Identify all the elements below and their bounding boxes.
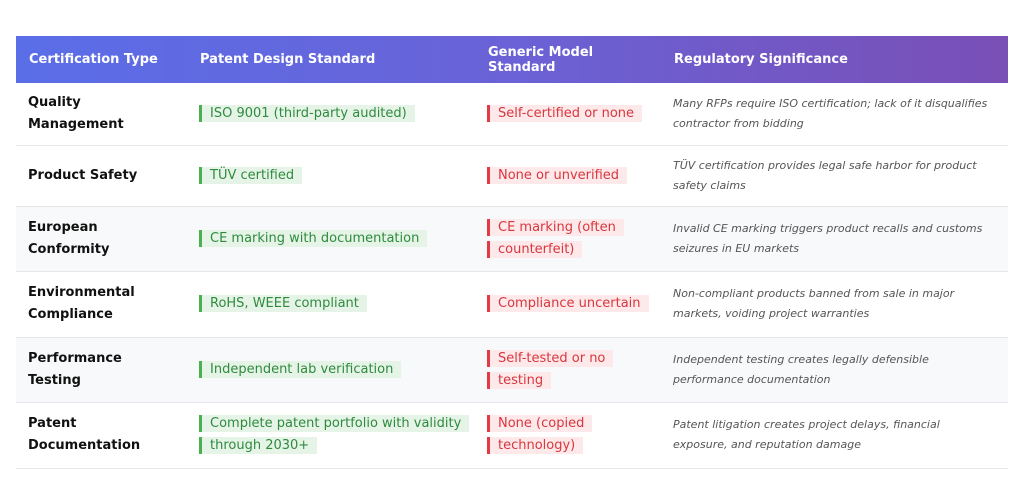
compliant-badge: Independent lab verification bbox=[199, 360, 402, 378]
table-cell: Many RFPs require ISO certification; lac… bbox=[661, 83, 1008, 146]
table-cell: Self-tested or no testing bbox=[475, 337, 661, 403]
risk-badge: Self-certified or none bbox=[487, 104, 643, 122]
risk-badge: Self-tested or no testing bbox=[487, 349, 614, 389]
table-cell: CE marking with documentation bbox=[187, 206, 475, 272]
table-row: Performance Testing Independent lab verif… bbox=[16, 337, 1008, 403]
table-cell: Compliance uncertain bbox=[475, 271, 661, 338]
risk-badge: None or unverified bbox=[487, 166, 628, 184]
compliant-badge: ISO 9001 (third-party audited) bbox=[199, 104, 415, 122]
table-cell: CE marking (often counterfeit) bbox=[475, 206, 661, 272]
table-row: Environmental Compliance RoHS, WEEE compl… bbox=[16, 271, 1008, 338]
table-cell: Patent Documentation bbox=[16, 402, 187, 469]
table-cell: Non-compliant products banned from sale … bbox=[661, 271, 1008, 338]
table-cell: Environmental Compliance bbox=[16, 271, 187, 338]
header-row: Certification Type Patent Design Standard… bbox=[16, 36, 1008, 83]
table-cell: ISO 9001 (third-party audited) bbox=[187, 83, 475, 146]
column-header: Generic Model Standard bbox=[488, 44, 594, 75]
compliant-badge: CE marking with documentation bbox=[199, 229, 428, 247]
table-cell: None or unverified bbox=[475, 145, 661, 207]
risk-badge: None (copied technology) bbox=[487, 415, 593, 454]
table-cell: Independent testing creates legally defe… bbox=[661, 337, 1008, 403]
table-row: European Conformity CE marking with docum… bbox=[16, 206, 1008, 272]
column-header: Patent Design Standard bbox=[200, 52, 376, 67]
table-cell: None (copied technology) bbox=[475, 402, 661, 469]
table-row: Quality Management ISO 9001 (third-party … bbox=[16, 83, 1008, 146]
risk-badge: Compliance uncertain bbox=[487, 295, 649, 312]
table-cell: RoHS, WEEE compliant bbox=[187, 271, 475, 338]
table-cell: TÜV certification provides legal safe ha… bbox=[661, 145, 1008, 207]
table-cell: Invalid CE marking triggers product reca… bbox=[661, 206, 1008, 272]
table-cell: TÜV certified bbox=[187, 145, 475, 207]
table-cell: Self-certified or none bbox=[475, 83, 661, 146]
comparison-table: Certification Type Patent Design Standard… bbox=[16, 36, 1008, 469]
compliant-badge: TÜV certified bbox=[199, 166, 303, 184]
table-cell: Performance Testing bbox=[16, 337, 187, 403]
table-row: Patent Documentation Complete patent port… bbox=[16, 402, 1008, 469]
column-header: Regulatory Significance bbox=[674, 52, 848, 67]
table-cell: Patent litigation creates project delays… bbox=[661, 402, 1008, 469]
table-cell: Complete patent portfolio with validity … bbox=[187, 402, 475, 469]
table-cell: Quality Management bbox=[16, 83, 187, 146]
compliant-badge: RoHS, WEEE compliant bbox=[199, 295, 367, 312]
table-cell: Product Safety bbox=[16, 145, 187, 207]
risk-badge: CE marking (often counterfeit) bbox=[487, 218, 624, 258]
column-header: Certification Type bbox=[29, 52, 158, 67]
table-body: Quality Management ISO 9001 (third-party … bbox=[16, 83, 1008, 469]
compliant-badge: Complete patent portfolio with validity … bbox=[199, 415, 470, 454]
table-row: Product Safety TÜV certified None or unver… bbox=[16, 145, 1008, 207]
table-cell: European Conformity bbox=[16, 206, 187, 272]
table-cell: Independent lab verification bbox=[187, 337, 475, 403]
table: Certification Type Patent Design Standard… bbox=[16, 36, 1008, 469]
